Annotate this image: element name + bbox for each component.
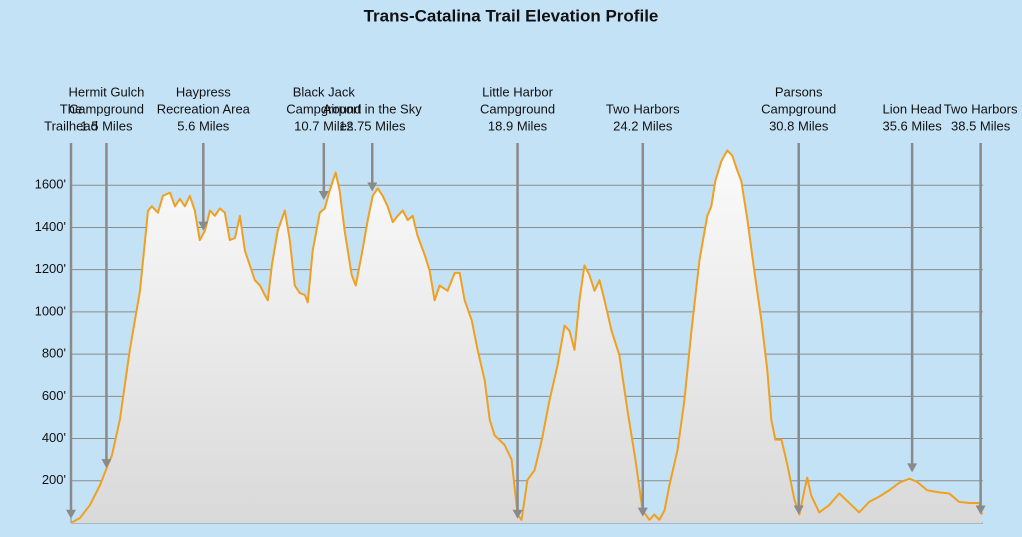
- arrow-head: [637, 507, 648, 517]
- arrow-head: [367, 182, 378, 192]
- annotation-label: Campground: [480, 101, 555, 116]
- annotation-label: The: [60, 101, 82, 116]
- annotation-label: 1.5 Miles: [80, 118, 133, 133]
- y-tick-label: 800': [42, 346, 66, 361]
- annotation-label: Campground: [286, 101, 361, 116]
- y-tick-label: 600': [42, 388, 66, 403]
- y-tick-label: 400': [42, 430, 66, 445]
- arrow-head: [66, 509, 76, 519]
- annotation-label: Little Harbor: [482, 84, 553, 99]
- annotation-label: 10.7 Miles: [294, 118, 354, 133]
- area-fill: [71, 150, 983, 523]
- annotation-label: 5.6 Miles: [177, 118, 230, 133]
- annotation-label: Black Jack: [293, 84, 356, 99]
- y-tick-label: 200': [42, 472, 66, 487]
- annotation-label: Trailhead: [44, 118, 98, 133]
- elevation-line: [70, 149, 984, 524]
- arrow-head: [793, 505, 804, 515]
- arrow-head: [512, 509, 523, 519]
- annotation-label: Airport in the Sky: [323, 101, 422, 116]
- annotation-label: Parsons: [775, 84, 823, 99]
- annotation-label: 30.8 Miles: [769, 118, 829, 133]
- annotation-label: Recreation Area: [157, 101, 251, 116]
- arrow-head: [318, 191, 329, 200]
- annotation-label: Lion Head: [882, 101, 941, 116]
- annotation-label: Campground: [761, 101, 836, 116]
- arrow-head: [198, 221, 209, 231]
- chart-title: Trans-Catalina Trail Elevation Profile: [364, 6, 659, 25]
- annotation-label: Hermit Gulch: [69, 84, 145, 99]
- annotation-label: Two Harbors: [606, 101, 680, 116]
- arrow-head: [907, 463, 918, 473]
- annotation-label: 12.75 Miles: [339, 118, 406, 133]
- arrow-head: [975, 505, 986, 515]
- y-tick-label: 1000': [35, 303, 66, 318]
- annotation-label: 35.6 Miles: [882, 118, 942, 133]
- annotation-label: Campground: [69, 101, 144, 116]
- annotation-label: 24.2 Miles: [613, 118, 673, 133]
- arrow-head: [101, 459, 112, 469]
- annotation-label: Two Harbors: [944, 101, 1018, 116]
- y-tick-label: 1600': [35, 177, 66, 192]
- annotation-label: 18.9 Miles: [488, 118, 548, 133]
- y-tick-label: 1400': [35, 219, 66, 234]
- y-tick-label: 1200': [35, 261, 66, 276]
- annotation-label: 38.5 Miles: [951, 118, 1011, 133]
- annotation-label: Haypress: [176, 84, 231, 99]
